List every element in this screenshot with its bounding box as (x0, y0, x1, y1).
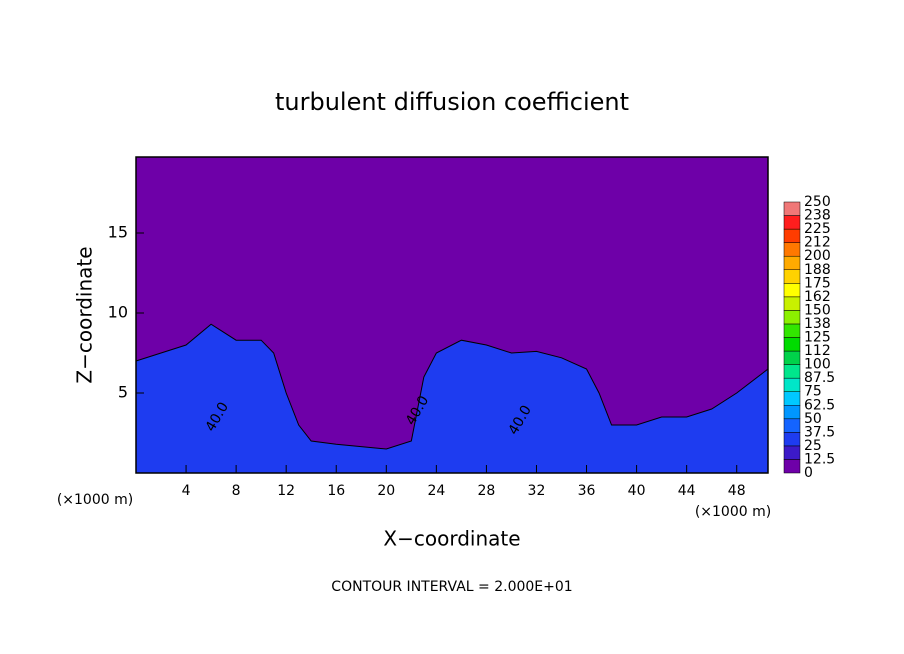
plot-frame (135, 156, 769, 474)
colorbar-cell (783, 242, 801, 257)
colorbar-cell (783, 296, 801, 311)
colorbar-cell (783, 350, 801, 365)
colorbar-cell (783, 310, 801, 325)
colorbar-cell (783, 201, 801, 216)
colorbar-cell (783, 377, 801, 392)
colorbar-cell (783, 269, 801, 284)
x-tick-label: 12 (277, 483, 295, 499)
y-axis-label: Z−coordinate (73, 246, 97, 383)
colorbar-cell (783, 323, 801, 338)
colorbar-cell (783, 418, 801, 433)
x-tick-label: 48 (728, 483, 746, 499)
layer-area (135, 323, 769, 474)
chart-title: turbulent diffusion coefficient (275, 88, 629, 116)
y-tick-label: 15 (108, 223, 128, 242)
colorbar-label: 100 (804, 357, 831, 373)
colorbar-cell (783, 445, 801, 460)
x-tick-label: 40 (628, 483, 646, 499)
colorbar-label: 162 (804, 289, 831, 305)
unit-label: (×1000 m) (695, 504, 771, 520)
colorbar-cell (783, 337, 801, 352)
colorbar-label: 0 (804, 465, 813, 481)
colorbar-cell (783, 432, 801, 447)
colorbar-label: 225 (804, 221, 831, 237)
x-tick-label: 32 (528, 483, 546, 499)
colorbar-cell (783, 391, 801, 406)
colorbar-label: 37.5 (804, 424, 835, 440)
x-tick-label: 36 (578, 483, 596, 499)
colorbar-cell (783, 228, 801, 243)
x-tick-label: 4 (182, 483, 191, 499)
x-axis-label: X−coordinate (383, 527, 520, 551)
x-tick-label: 28 (478, 483, 496, 499)
colorbar-label: 112 (804, 343, 831, 359)
colorbar-cell (783, 364, 801, 379)
colorbar-label: 50 (804, 411, 822, 427)
colorbar-label: 175 (804, 275, 831, 291)
x-tick-label: 8 (232, 483, 241, 499)
unit-label: (×1000 m) (57, 492, 133, 508)
colorbar-label: 250 (804, 194, 831, 210)
colorbar-label: 125 (804, 330, 831, 346)
colorbar-label: 188 (804, 262, 831, 278)
x-tick-label: 20 (377, 483, 395, 499)
colorbar-label: 62.5 (804, 397, 835, 413)
y-tick-label: 10 (108, 303, 128, 322)
colorbar-label: 212 (804, 235, 831, 251)
x-tick-label: 16 (327, 483, 345, 499)
colorbar-label: 238 (804, 208, 831, 224)
colorbar-cell (783, 255, 801, 271)
colorbar-label: 138 (804, 316, 831, 332)
colorbar-label: 150 (804, 302, 831, 318)
colorbar-label: 25 (804, 438, 822, 454)
x-tick-label: 24 (427, 483, 445, 499)
colorbar-label: 75 (804, 384, 822, 400)
colorbar-label: 87.5 (804, 370, 835, 386)
colorbar-label: 12.5 (804, 451, 835, 467)
x-tick-label: 44 (678, 483, 696, 499)
colorbar-cell (783, 459, 801, 474)
y-tick-label: 5 (118, 383, 128, 402)
colorbar-label: 200 (804, 248, 831, 264)
colorbar-cell (783, 215, 801, 230)
colorbar-cell (783, 283, 801, 298)
footer: CONTOUR INTERVAL = 2.000E+01 (331, 579, 572, 595)
colorbar-cell (783, 405, 801, 420)
